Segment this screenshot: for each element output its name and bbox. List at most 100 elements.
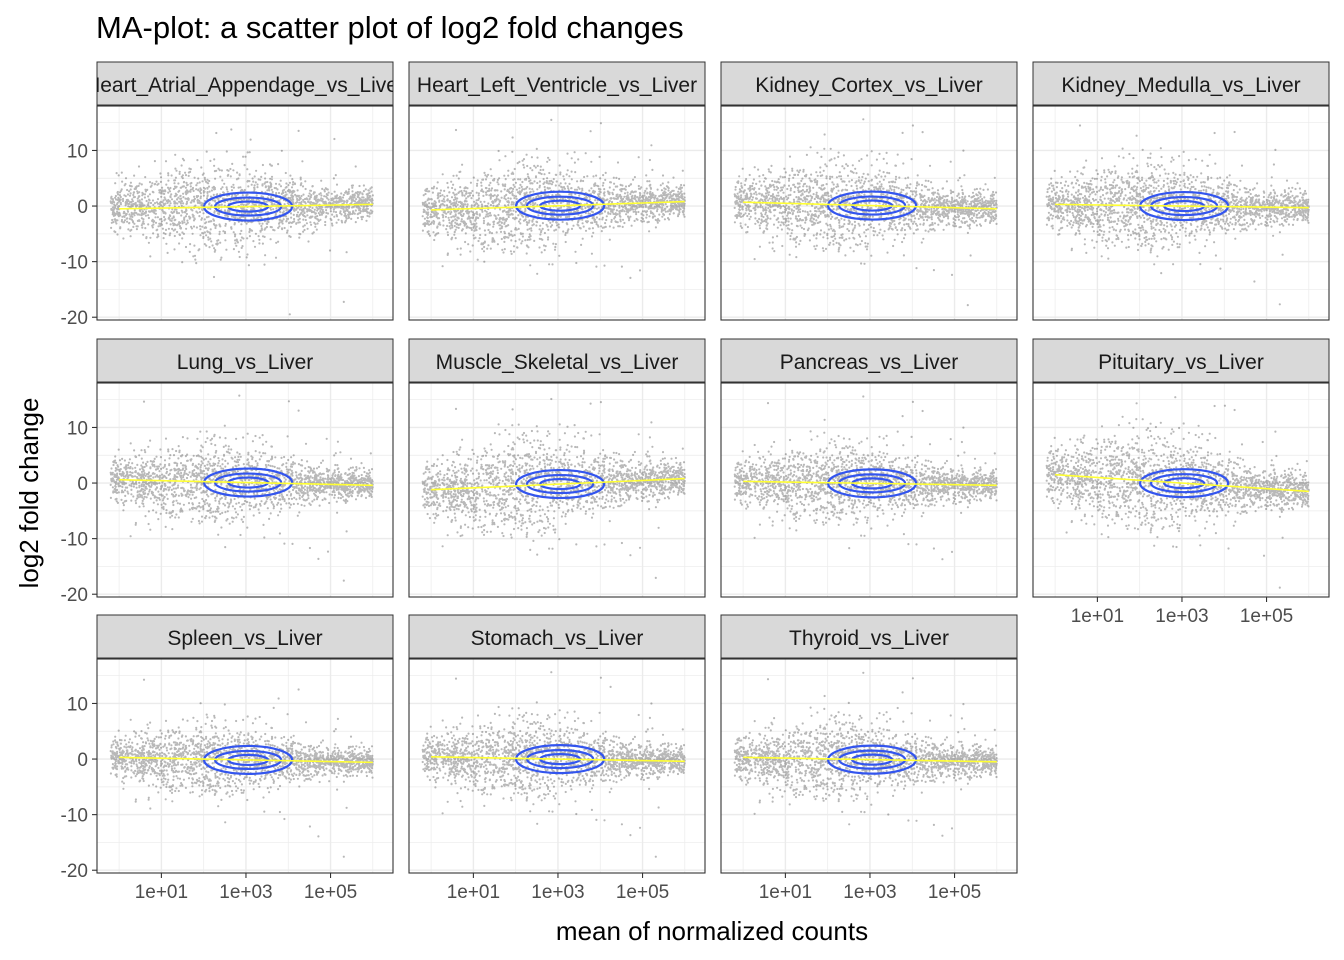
data-layer — [733, 671, 998, 837]
data-layer — [1045, 396, 1310, 589]
panel-background — [721, 106, 1017, 320]
facet-strip — [1032, 61, 1330, 106]
density-contour — [202, 744, 294, 776]
data-points — [733, 118, 998, 307]
data-points — [421, 397, 686, 579]
trend-line — [119, 756, 373, 764]
panel-background — [97, 383, 393, 597]
x-tick-label: 1e+03 — [1155, 606, 1208, 627]
density-contour — [538, 477, 582, 491]
density-contour — [837, 195, 907, 216]
panel-border — [1032, 382, 1330, 598]
panel-border — [408, 382, 706, 598]
y-tick-label: 0 — [77, 197, 88, 218]
panel-border — [408, 658, 706, 874]
data-layer — [421, 671, 686, 858]
density-contour — [202, 467, 294, 498]
trend-line — [743, 756, 997, 763]
facet-strip-label: Heart_Left_Ventricle_vs_Liver — [417, 74, 697, 97]
panel-background — [409, 659, 705, 873]
facet-strip — [408, 614, 706, 659]
density-contour — [1162, 477, 1206, 490]
facet-panel: Lung_vs_Liver -20 -10 0 10 — [61, 338, 394, 606]
x-tick-label: 1e+01 — [759, 882, 812, 903]
data-layer — [421, 397, 686, 579]
panel-background — [409, 106, 705, 320]
facet-strip-label: Pancreas_vs_Liver — [780, 351, 959, 374]
panel-border — [96, 105, 394, 321]
density-contour — [1149, 473, 1219, 494]
y-tick-label: 0 — [77, 750, 88, 771]
density-contour — [1138, 468, 1230, 499]
facet-panel: Pancreas_vs_Liver — [720, 338, 1018, 598]
panel-background — [1033, 106, 1329, 320]
facet-panel: Spleen_vs_Liver -20 -10 0 10 1e+01 1e+03 1e+05 — [61, 614, 394, 903]
density-contour — [514, 190, 606, 221]
facet-strip-label: Kidney_Medulla_vs_Liver — [1061, 74, 1300, 97]
y-axis-title: log2 fold change — [14, 398, 44, 589]
facet-panel: Heart_Left_Ventricle_vs_Liver — [408, 61, 706, 321]
data-layer — [421, 118, 686, 279]
density-contour — [525, 195, 595, 216]
facet-strip-label: Spleen_vs_Liver — [167, 627, 322, 650]
y-tick-label: 10 — [67, 694, 88, 715]
x-tick-label: 1e+05 — [616, 882, 669, 903]
facet-strip — [96, 61, 394, 106]
trend-line — [431, 756, 685, 763]
data-layer — [109, 394, 374, 582]
x-tick-label: 1e+03 — [843, 882, 896, 903]
data-layer — [109, 128, 374, 316]
chart-title: MA-plot: a scatter plot of log2 fold cha… — [96, 10, 684, 45]
facet-strip — [408, 61, 706, 106]
facet-panel: Thyroid_vs_Liver 1e+01 1e+03 1e+05 — [720, 614, 1018, 903]
y-tick-label: -10 — [61, 253, 88, 274]
facet-strip — [1032, 338, 1330, 383]
x-tick-label: 1e+01 — [447, 882, 500, 903]
facet-strip-label: Heart_Atrial_Appendage_vs_Liver — [85, 74, 405, 97]
panel-border — [1032, 105, 1330, 321]
trend-line — [431, 477, 685, 491]
trend-line — [431, 200, 685, 211]
facet-strip-label: Muscle_Skeletal_vs_Liver — [436, 351, 679, 374]
facet-panels: Heart_Atrial_Appendage_vs_Liver -20 -10 0 10… — [61, 61, 1330, 903]
y-tick-label: -20 — [61, 585, 88, 606]
facet-panel: Kidney_Cortex_vs_Liver — [720, 61, 1018, 321]
y-tick-label: -20 — [61, 308, 88, 329]
panel-background — [721, 659, 1017, 873]
trend-line — [743, 201, 997, 210]
facet-strip-label: Thyroid_vs_Liver — [789, 627, 949, 650]
y-tick-label: -10 — [61, 530, 88, 551]
panel-border — [720, 105, 1018, 321]
density-contour — [514, 468, 606, 500]
y-tick-label: 10 — [67, 141, 88, 162]
x-tick-label: 1e+05 — [928, 882, 981, 903]
x-tick-label: 1e+05 — [304, 882, 357, 903]
panel-background — [721, 383, 1017, 597]
facet-panel: Pituitary_vs_Liver 1e+01 1e+03 1e+05 — [1032, 338, 1330, 627]
panel-background — [97, 659, 393, 873]
trend-line — [119, 203, 373, 210]
data-layer — [109, 678, 374, 858]
panel-border — [408, 105, 706, 321]
x-axis-title: mean of normalized counts — [556, 916, 868, 946]
trend-line — [119, 478, 373, 487]
x-tick-label: 1e+03 — [531, 882, 584, 903]
data-layer — [1045, 124, 1310, 306]
trend-line — [1055, 473, 1309, 493]
facet-strip — [96, 614, 394, 659]
y-tick-label: 10 — [67, 418, 88, 439]
facet-strip — [408, 338, 706, 383]
trend-line — [743, 480, 997, 487]
facet-panel: Stomach_vs_Liver 1e+01 1e+03 1e+05 — [408, 614, 706, 903]
facet-panel: Muscle_Skeletal_vs_Liver — [408, 338, 706, 598]
trend-line — [1055, 203, 1309, 209]
facet-strip — [720, 614, 1018, 659]
facet-strip-label: Kidney_Cortex_vs_Liver — [755, 74, 983, 97]
x-tick-label: 1e+03 — [219, 882, 272, 903]
facet-panel: Kidney_Medulla_vs_Liver — [1032, 61, 1330, 321]
x-tick-label: 1e+01 — [1071, 606, 1124, 627]
facet-panel: Heart_Atrial_Appendage_vs_Liver -20 -10 0 10 — [61, 61, 405, 329]
facet-strip — [720, 338, 1018, 383]
panel-border — [96, 658, 394, 874]
